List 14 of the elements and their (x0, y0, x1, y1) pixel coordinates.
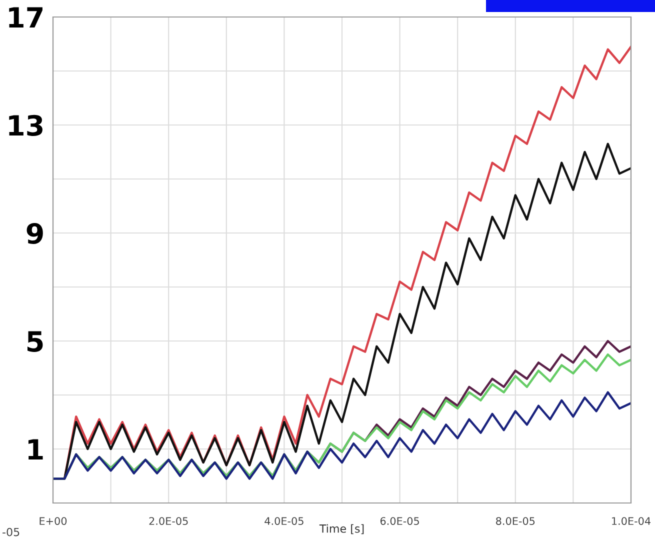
y-tick-label: 17 (9, 7, 42, 28)
text: -05 (2, 528, 20, 536)
y-tick-label: 5 (27, 331, 43, 352)
x-axis-title: Time [s] (319, 524, 364, 534)
y-tick-label: 13 (9, 114, 42, 136)
y-tick-label: 1 (28, 439, 43, 460)
y-tick-label: 9 (26, 222, 43, 244)
x-tick-label: 2.0E-05 (149, 517, 188, 525)
x-tick-label: 4.0E-05 (264, 517, 304, 525)
x-tick-label: E+00 (40, 517, 67, 525)
x-tick-label: 1.0E-04 (612, 517, 650, 525)
line-series (53, 391, 631, 480)
x-tick-label: 6.0E-05 (380, 517, 419, 525)
x-tick-label: 8.0E-05 (496, 517, 535, 525)
